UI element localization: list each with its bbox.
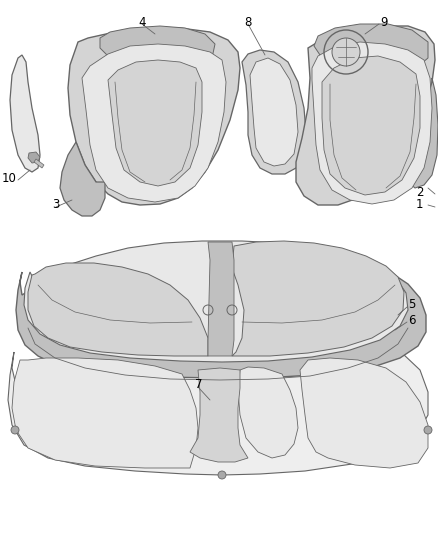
- Polygon shape: [250, 58, 298, 166]
- Text: 8: 8: [244, 15, 251, 28]
- Text: 6: 6: [408, 313, 416, 327]
- Polygon shape: [8, 331, 428, 475]
- Polygon shape: [34, 159, 44, 168]
- Polygon shape: [16, 251, 426, 378]
- Polygon shape: [296, 26, 435, 205]
- Circle shape: [11, 426, 19, 434]
- Polygon shape: [300, 358, 428, 468]
- Polygon shape: [28, 263, 208, 356]
- Polygon shape: [10, 55, 40, 172]
- Polygon shape: [232, 241, 404, 356]
- Circle shape: [218, 471, 226, 479]
- Polygon shape: [314, 24, 428, 75]
- Polygon shape: [242, 50, 306, 174]
- Polygon shape: [208, 242, 234, 356]
- Polygon shape: [108, 60, 202, 186]
- Polygon shape: [322, 56, 420, 195]
- Polygon shape: [312, 42, 432, 204]
- Polygon shape: [82, 44, 226, 202]
- Polygon shape: [24, 241, 408, 362]
- Polygon shape: [100, 26, 215, 70]
- Polygon shape: [12, 358, 198, 468]
- Text: 9: 9: [380, 15, 388, 28]
- Text: 7: 7: [195, 378, 202, 392]
- Circle shape: [424, 426, 432, 434]
- Circle shape: [332, 38, 360, 66]
- Polygon shape: [28, 152, 40, 163]
- Polygon shape: [370, 60, 385, 74]
- Text: 10: 10: [2, 172, 17, 184]
- Polygon shape: [190, 368, 248, 462]
- Text: 4: 4: [138, 15, 145, 28]
- Polygon shape: [68, 28, 240, 205]
- Text: 1: 1: [416, 198, 424, 212]
- Text: 3: 3: [52, 198, 60, 212]
- Text: 5: 5: [408, 298, 415, 311]
- Text: 2: 2: [416, 185, 424, 198]
- Polygon shape: [406, 78, 438, 188]
- Polygon shape: [238, 367, 298, 458]
- Polygon shape: [60, 142, 105, 216]
